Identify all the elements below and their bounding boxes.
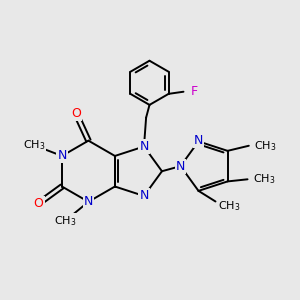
Text: N: N bbox=[84, 195, 93, 208]
Text: N: N bbox=[139, 190, 149, 202]
Text: N: N bbox=[57, 149, 67, 162]
Text: F: F bbox=[191, 85, 198, 98]
Text: N: N bbox=[194, 134, 203, 147]
Text: N: N bbox=[176, 160, 185, 172]
Text: CH$_3$: CH$_3$ bbox=[253, 172, 275, 186]
Text: O: O bbox=[34, 197, 44, 210]
Text: CH$_3$: CH$_3$ bbox=[54, 214, 76, 228]
Text: CH$_3$: CH$_3$ bbox=[218, 199, 240, 213]
Text: CH$_3$: CH$_3$ bbox=[254, 139, 277, 153]
Text: O: O bbox=[71, 106, 81, 120]
Text: N: N bbox=[139, 140, 149, 153]
Text: CH$_3$: CH$_3$ bbox=[23, 138, 46, 152]
